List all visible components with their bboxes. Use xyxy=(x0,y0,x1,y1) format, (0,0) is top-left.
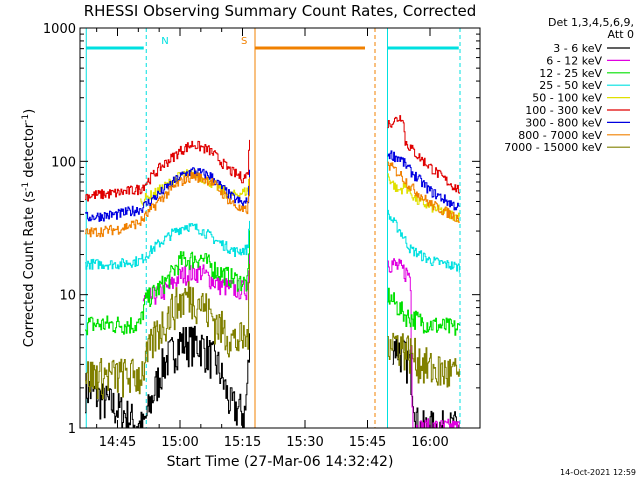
y-tick-label-3: 1000 xyxy=(43,22,76,37)
x-tick-label-2: 15:15 xyxy=(224,435,261,450)
series-line-6 xyxy=(85,150,460,222)
x-tick-label-0: 14:45 xyxy=(99,435,136,450)
legend-label-0: 3 - 6 keV xyxy=(553,42,602,55)
series-line-3 xyxy=(85,209,460,273)
x-axis-label: Start Time (27-Mar-06 14:32:42) xyxy=(167,454,394,470)
annotation-label-1: S xyxy=(241,36,247,47)
legend-label-3: 25 - 50 keV xyxy=(539,79,602,92)
legend-label-8: 7000 - 15000 keV xyxy=(504,141,602,154)
x-tick-label-5: 16:00 xyxy=(411,435,448,450)
y-tick-label-2: 100 xyxy=(51,155,76,170)
legend-label-2: 12 - 25 keV xyxy=(539,67,602,80)
legend-label-6: 300 - 800 keV xyxy=(525,116,602,129)
legend-label-4: 50 - 100 keV xyxy=(532,92,602,105)
legend-label-5: 100 - 300 keV xyxy=(525,104,602,117)
x-tick-label-1: 15:00 xyxy=(161,435,198,450)
x-tick-label-4: 15:45 xyxy=(349,435,386,450)
series-line-7 xyxy=(85,161,460,238)
legend-label-1: 6 - 12 keV xyxy=(546,54,602,67)
y-tick-label-1: 10 xyxy=(59,289,76,304)
series-line-8 xyxy=(85,263,460,400)
annotation-label-0: N xyxy=(161,36,168,47)
x-tick-label-3: 15:30 xyxy=(286,435,323,450)
legend-header-0: Det 1,3,4,5,6,9, xyxy=(548,16,634,29)
footer-date: 14-Oct-2021 12:59 xyxy=(560,468,636,477)
y-axis-label: Corrected Count Rate (s-1 detector-1) xyxy=(21,109,37,347)
plot-frame xyxy=(79,27,481,429)
chart-title: RHESSI Observing Summary Count Rates, Co… xyxy=(84,2,477,20)
series-line-1 xyxy=(142,246,460,429)
legend-header-1: Att 0 xyxy=(608,28,634,41)
series-line-2 xyxy=(85,230,460,336)
y-tick-label-0: 1 xyxy=(68,422,76,437)
series-line-5 xyxy=(85,115,460,202)
legend-label-7: 800 - 7000 keV xyxy=(518,129,602,142)
